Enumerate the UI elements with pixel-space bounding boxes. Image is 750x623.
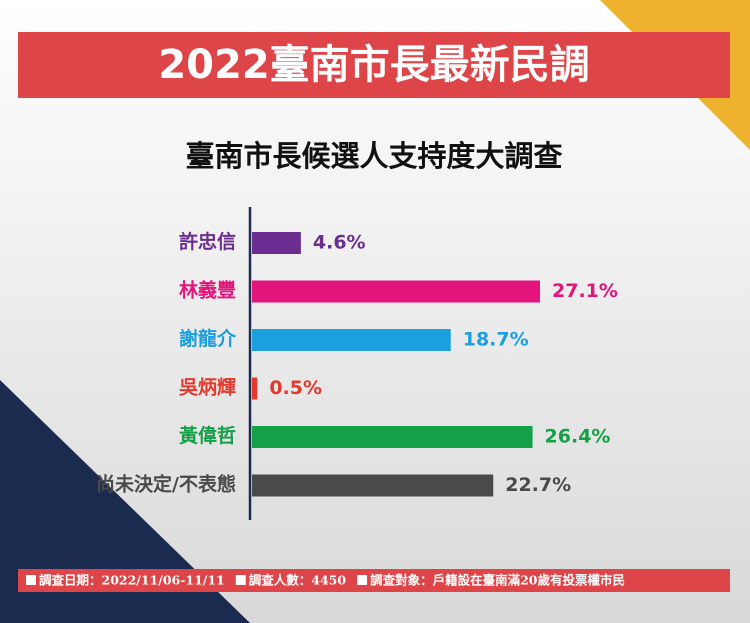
footer: 調查日期：2022/11/06-11/11 調查人數：4450 調查對象：戶籍設在臺… <box>26 573 625 588</box>
category-label: 尚未決定/不表態 <box>96 473 236 496</box>
bar <box>252 232 301 254</box>
category-label: 許忠信 <box>179 230 236 253</box>
footnote: 調查對象：戶籍設在臺南滿20歲有投票權市民 <box>370 573 625 588</box>
footnote: 調查日期：2022/11/06-11/11 <box>39 573 225 588</box>
category-label: 謝龍介 <box>179 327 237 350</box>
value-label: 27.1% <box>552 280 618 302</box>
value-label: 0.5% <box>269 377 322 399</box>
value-label: 26.4% <box>545 426 611 448</box>
bullet <box>26 575 36 585</box>
value-label: 22.7% <box>505 474 571 496</box>
chart-subtitle: 臺南市長候選人支持度大調查 <box>185 139 562 173</box>
title-bar <box>18 32 730 98</box>
corner-decoration <box>0 380 250 623</box>
chart-title: 2022臺南市長最新民調 <box>158 42 589 88</box>
bars: 許忠信 4.6% 林義豐 27.1% 謝龍介 18.7% 吳炳輝 0.5% 黃偉哲 26.4% 尚未… <box>96 230 618 497</box>
bullet <box>357 575 368 585</box>
footnote: 調查人數：4450 <box>249 573 347 588</box>
bar <box>252 426 533 448</box>
footer-bar <box>18 569 730 592</box>
value-label: 4.6% <box>313 232 366 254</box>
bar <box>252 474 494 497</box>
bar <box>252 377 258 400</box>
category-label: 林義豐 <box>179 279 236 302</box>
value-label: 18.7% <box>463 329 529 351</box>
category-label: 黃偉哲 <box>179 424 236 447</box>
bullet <box>235 575 246 585</box>
bar <box>252 280 540 303</box>
category-label: 吳炳輝 <box>179 377 236 399</box>
bar <box>252 329 451 351</box>
